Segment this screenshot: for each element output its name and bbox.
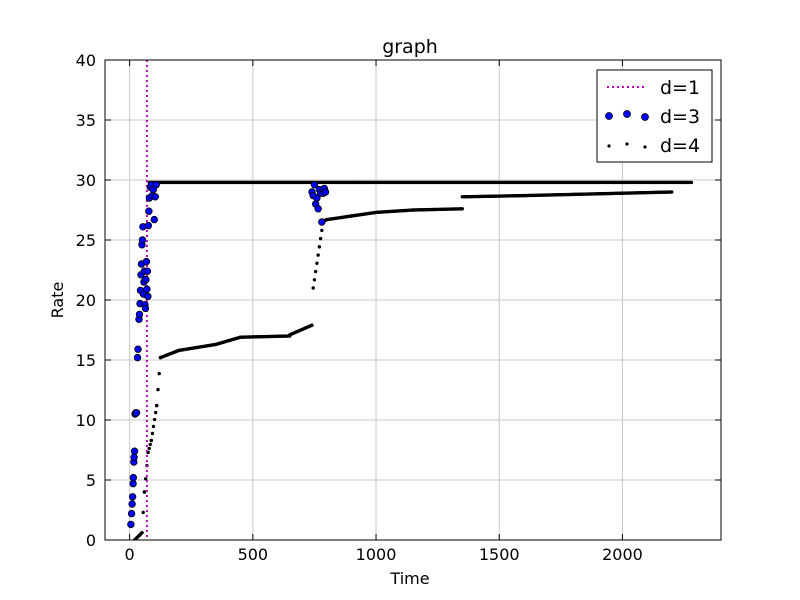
chart-title: graph <box>382 36 438 58</box>
data-point-d3 <box>142 275 150 284</box>
legend-box <box>596 69 713 163</box>
legend-label-d1: d=1 <box>660 77 700 99</box>
data-point-d3 <box>321 188 330 196</box>
data-point-d4 <box>318 236 323 241</box>
data-point-d3 <box>134 345 142 353</box>
legend-swatch-d4 <box>607 142 647 149</box>
y-tick-label: 25 <box>76 231 96 250</box>
y-tick-label: 5 <box>86 471 96 490</box>
y-tick-label: 15 <box>76 351 96 370</box>
data-point-d4 <box>151 424 156 429</box>
data-point-d4 <box>147 446 151 451</box>
data-point-d3 <box>128 493 137 501</box>
data-point-d3 <box>128 500 136 508</box>
data-point-d3 <box>129 473 138 482</box>
y-axis-label: Rate <box>48 282 67 319</box>
data-point-d3 <box>143 285 151 293</box>
x-tick-label: 0 <box>125 545 135 564</box>
data-point-d4 <box>313 269 318 274</box>
data-point-d4 <box>157 371 161 376</box>
data-point-d4 <box>143 477 148 481</box>
x-tick-label: 500 <box>238 545 269 564</box>
data-point-d4 <box>141 510 145 515</box>
data-layer <box>127 60 694 540</box>
data-point-d4 <box>670 190 674 194</box>
data-point-d4 <box>311 286 315 290</box>
data-point-d4 <box>155 403 159 408</box>
data-point-d4 <box>153 410 158 415</box>
data-point-d3 <box>145 207 153 215</box>
x-tick-label: 2000 <box>602 545 643 564</box>
data-point-d3 <box>133 353 142 362</box>
data-point-d4 <box>460 207 464 211</box>
data-point-d4 <box>152 417 157 422</box>
data-point-d3 <box>138 236 147 244</box>
y-tick-label: 40 <box>76 51 96 70</box>
ticks: 0 500 1000 1500 2000 0 5 10 15 20 25 30 35 40 <box>76 51 721 564</box>
data-point-d3 <box>143 267 152 275</box>
data-point-d4 <box>316 253 320 257</box>
data-point-d3 <box>150 215 158 224</box>
data-point-d4 <box>312 278 317 282</box>
x-axis-label: Time <box>389 569 429 588</box>
x-tick-label: 1000 <box>356 545 397 564</box>
data-point-d3 <box>127 520 135 529</box>
data-point-d4 <box>689 180 694 185</box>
x-tick-label: 1500 <box>479 545 520 564</box>
data-point-d3 <box>310 181 319 189</box>
data-point-d3 <box>151 193 159 201</box>
legend: d=1 d=3 d=4 <box>596 69 713 163</box>
y-tick-label: 0 <box>86 531 96 550</box>
data-point-d4 <box>320 228 324 233</box>
data-point-d3 <box>127 509 136 518</box>
data-point-d3 <box>144 221 153 230</box>
data-point-d4 <box>142 490 147 494</box>
legend-label-d4: d=4 <box>660 135 700 157</box>
data-point-d4 <box>317 245 322 249</box>
data-point-d3 <box>313 194 321 202</box>
data-point-d3 <box>142 257 151 266</box>
data-point-d4 <box>310 323 314 327</box>
data-point-d3 <box>314 205 322 213</box>
data-point-d3 <box>152 181 160 189</box>
data-point-d3 <box>130 447 139 455</box>
data-point-d4 <box>315 261 319 266</box>
y-tick-label: 10 <box>76 411 96 430</box>
data-point-d3 <box>132 409 141 417</box>
data-point-d3 <box>318 218 326 226</box>
data-point-d3 <box>135 310 144 319</box>
data-point-d4 <box>148 442 152 447</box>
data-point-d4 <box>156 387 160 392</box>
legend-swatch-d3 <box>605 110 649 121</box>
data-point-d3 <box>144 292 152 301</box>
data-point-d4 <box>140 531 144 535</box>
legend-label-d3: d=3 <box>660 106 700 128</box>
y-tick-label: 30 <box>76 171 96 190</box>
data-point-d3 <box>141 304 150 313</box>
y-tick-label: 20 <box>76 291 96 310</box>
data-point-d4 <box>149 438 154 443</box>
data-point-d3 <box>130 453 138 461</box>
y-tick-label: 35 <box>76 111 96 130</box>
data-point-d4 <box>150 431 155 436</box>
